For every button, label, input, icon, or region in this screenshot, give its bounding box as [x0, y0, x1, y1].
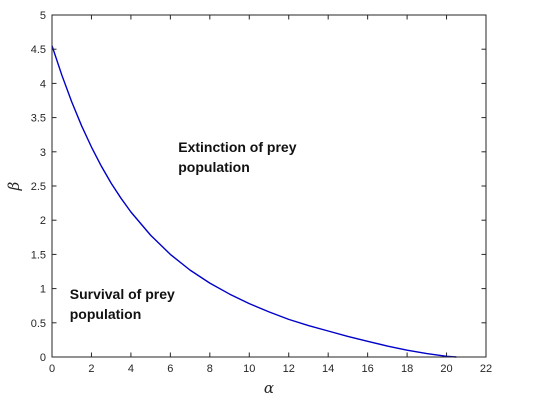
x-axis-label: α [264, 379, 274, 397]
labels-layer: 0 2 4 6 8 10 12 14 16 18 20 22 0 0.5 1 1.5 2 2.5 3 3.5 4 4.5 5… [5, 10, 492, 397]
y-tick-label: 1 [40, 284, 46, 296]
x-tick-label: 0 [49, 363, 55, 375]
x-tick-label: 12 [283, 363, 295, 375]
x-tick-label: 16 [362, 363, 374, 375]
x-tick-label: 14 [322, 363, 334, 375]
x-tick-label: 6 [167, 363, 173, 375]
y-tick-label: 4.5 [31, 44, 46, 56]
x-tick-label: 22 [480, 363, 492, 375]
y-tick-label: 5 [40, 10, 46, 22]
region-annotation: Extinction of prey population [178, 139, 296, 175]
region-annotation: Survival of prey population [70, 286, 175, 322]
x-tick-label: 20 [440, 363, 452, 375]
series-line [51, 45, 457, 358]
y-tick-label: 4 [40, 78, 46, 90]
annotation-line: Survival of prey [70, 286, 175, 302]
series-layer [51, 45, 457, 358]
x-tick-label: 8 [207, 363, 213, 375]
y-tick-label: 2.5 [31, 181, 46, 193]
x-tick-label: 4 [128, 363, 134, 375]
annotation-line: Extinction of prey [178, 139, 296, 155]
y-tick-label: 1.5 [31, 249, 46, 261]
y-tick-label: 0.5 [31, 318, 46, 330]
y-axis-label: β [5, 181, 23, 191]
annotation-line: population [70, 306, 142, 322]
annotation-line: population [178, 159, 250, 175]
plot-frame [51, 14, 487, 358]
x-tick-label: 10 [243, 363, 255, 375]
y-tick-label: 2 [40, 215, 46, 227]
x-tick-label: 18 [401, 363, 413, 375]
y-tick-label: 3.5 [31, 113, 46, 125]
x-tick-label: 2 [88, 363, 94, 375]
y-tick-label: 3 [40, 147, 46, 159]
y-tick-label: 0 [40, 352, 46, 364]
